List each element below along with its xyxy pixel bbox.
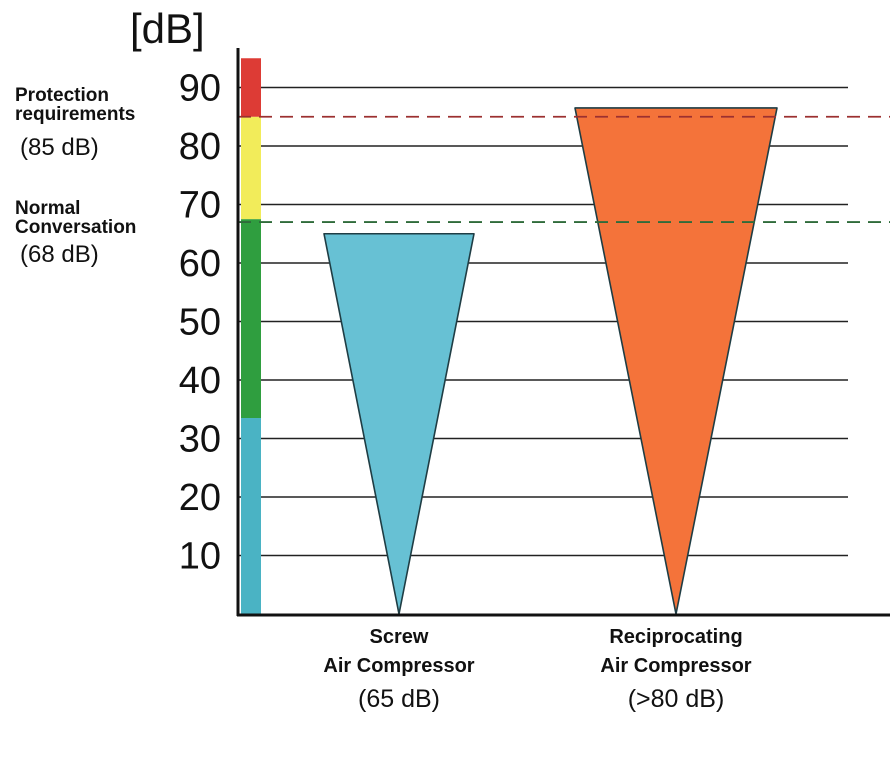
y-tick-label-10: 10 (179, 536, 221, 578)
color-scale-segment-0 (241, 418, 261, 614)
reference-lines (238, 115, 890, 223)
category-name-line2-0: Air Compressor (323, 655, 474, 677)
category-value-label-0: (65 dB) (358, 685, 440, 713)
reference-value-label-0: (85 dB) (20, 134, 99, 161)
color-scale-segment-3 (241, 58, 261, 117)
reference-label-line1-0: Protection (15, 85, 109, 106)
bar-1 (574, 107, 778, 615)
bar-0 (323, 232, 475, 615)
y-tick-label-40: 40 (179, 360, 221, 402)
category-name-line1-0: Screw (370, 626, 429, 648)
reference-label-line2-0: requirements (15, 104, 135, 125)
category-value-label-1: (>80 dB) (628, 685, 725, 713)
compressor-bars (323, 107, 778, 615)
reference-value-label-1: (68 dB) (20, 241, 99, 268)
axes (236, 48, 890, 617)
y-tick-label-80: 80 (179, 126, 221, 168)
labels: 10 20 30 40 50 60 70 80 90 [dB] Protectionrequirem… (15, 5, 752, 713)
category-name-line2-1: Air Compressor (600, 655, 751, 677)
reference-label-line2-1: Conversation (15, 217, 136, 238)
color-scale-bar (241, 58, 261, 614)
category-name-line1-1: Reciprocating (609, 626, 742, 648)
y-tick-label-20: 20 (179, 477, 221, 519)
color-scale-segment-1 (241, 219, 261, 419)
y-axis-unit-label: [dB] (130, 5, 205, 52)
reference-label-line1-1: Normal (15, 198, 80, 219)
y-tick-label-60: 60 (179, 243, 221, 285)
y-tick-label-30: 30 (179, 419, 221, 461)
y-tick-label-50: 50 (179, 302, 221, 344)
y-tick-label-70: 70 (179, 185, 221, 227)
y-tick-label-90: 90 (179, 68, 221, 110)
color-scale-segment-2 (241, 116, 261, 220)
